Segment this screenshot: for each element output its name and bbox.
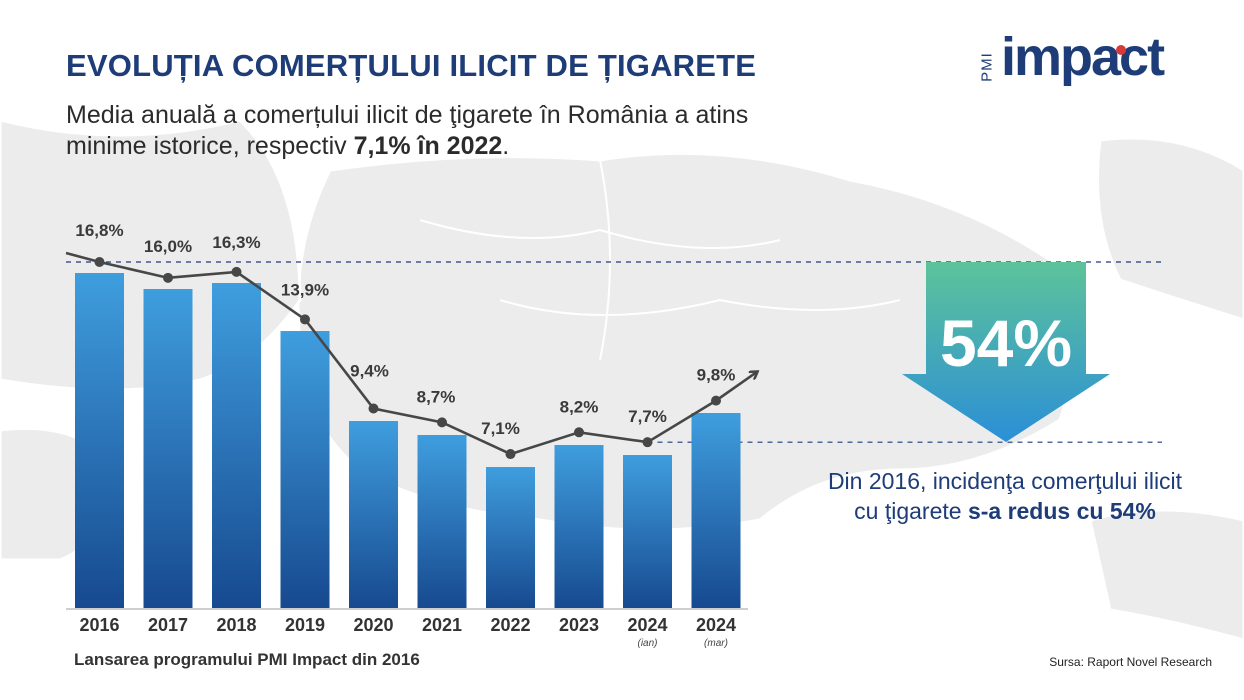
x-tick-label: 2017 (148, 615, 188, 635)
x-tick-label: 2024 (627, 615, 667, 635)
x-tick-label: 2018 (216, 615, 256, 635)
bar-2022 (486, 467, 535, 609)
bar-2018 (212, 283, 261, 609)
trend-line (65, 251, 756, 456)
value-label: 13,9% (281, 280, 329, 299)
callout-text: Din 2016, incidenţa comerţului ilicit cu… (827, 468, 1183, 524)
x-tick-label: 2016 (79, 615, 119, 635)
callout-highlight: s-a redus cu 54% (967, 498, 1156, 524)
bar-2024-ian (623, 455, 672, 609)
source-note: Sursa: Raport Novel Research (1049, 655, 1212, 669)
trend-point (163, 272, 173, 283)
trend-point (711, 395, 721, 406)
value-label: 16,8% (75, 221, 123, 240)
reduction-percent: 54% (940, 306, 1072, 380)
trend-point (437, 417, 447, 428)
trend-point (642, 437, 653, 448)
bar-2021 (417, 435, 467, 609)
value-label: 9,4% (350, 362, 389, 381)
x-tick-label: 2022 (490, 615, 530, 635)
value-label: 9,8% (697, 366, 736, 385)
reduction-arrow: 54% (902, 262, 1110, 442)
subtitle-end: . (502, 132, 510, 160)
value-label: 8,2% (560, 397, 599, 416)
trend-point (574, 427, 584, 438)
x-tick-label: 2021 (422, 615, 462, 635)
x-tick-label: 2023 (559, 615, 599, 635)
value-label: 16,3% (212, 233, 260, 252)
trend-point (94, 257, 105, 267)
x-tick-label: 2020 (353, 615, 393, 635)
value-label: 7,1% (481, 419, 520, 438)
trend-point (300, 314, 310, 325)
x-tick-label: 2019 (285, 615, 325, 635)
subtitle-highlight: 7,1% în 2022 (353, 132, 503, 160)
trend-point (368, 403, 379, 414)
pmi-impact-logo: PMI impact (975, 27, 1185, 98)
bar-2020 (349, 421, 398, 609)
logo-accent-dot (1116, 45, 1126, 55)
bar-2019 (280, 331, 330, 609)
x-tick-label: 2024 (696, 615, 736, 635)
value-label: 7,7% (628, 407, 667, 426)
value-label: 8,7% (417, 387, 456, 406)
x-tick-sublabel: (ian) (637, 638, 657, 649)
bar-2023 (554, 445, 604, 609)
logo-word: impact (1001, 27, 1165, 87)
value-label: 16,0% (144, 237, 192, 256)
page-title: EVOLUȚIA COMERȚULUI ILICIT DE ȚIGARETE (66, 48, 757, 83)
reduction-callout: Din 2016, incidenţa comerţului ilicit cu… (820, 466, 1190, 526)
bar-2016 (75, 273, 124, 609)
trend-point (231, 266, 242, 277)
trend-point (505, 449, 516, 460)
bar-2017 (143, 289, 193, 609)
x-tick-sublabel: (mar) (704, 638, 728, 649)
page-subtitle: Media anuală a comerțului ilicit de ţiga… (66, 100, 786, 162)
subtitle-text: Media anuală a comerțului ilicit de ţiga… (66, 101, 749, 160)
program-launch-note: Lansarea programului PMI Impact din 2016 (74, 650, 420, 669)
bar-2024-mar (691, 413, 741, 609)
